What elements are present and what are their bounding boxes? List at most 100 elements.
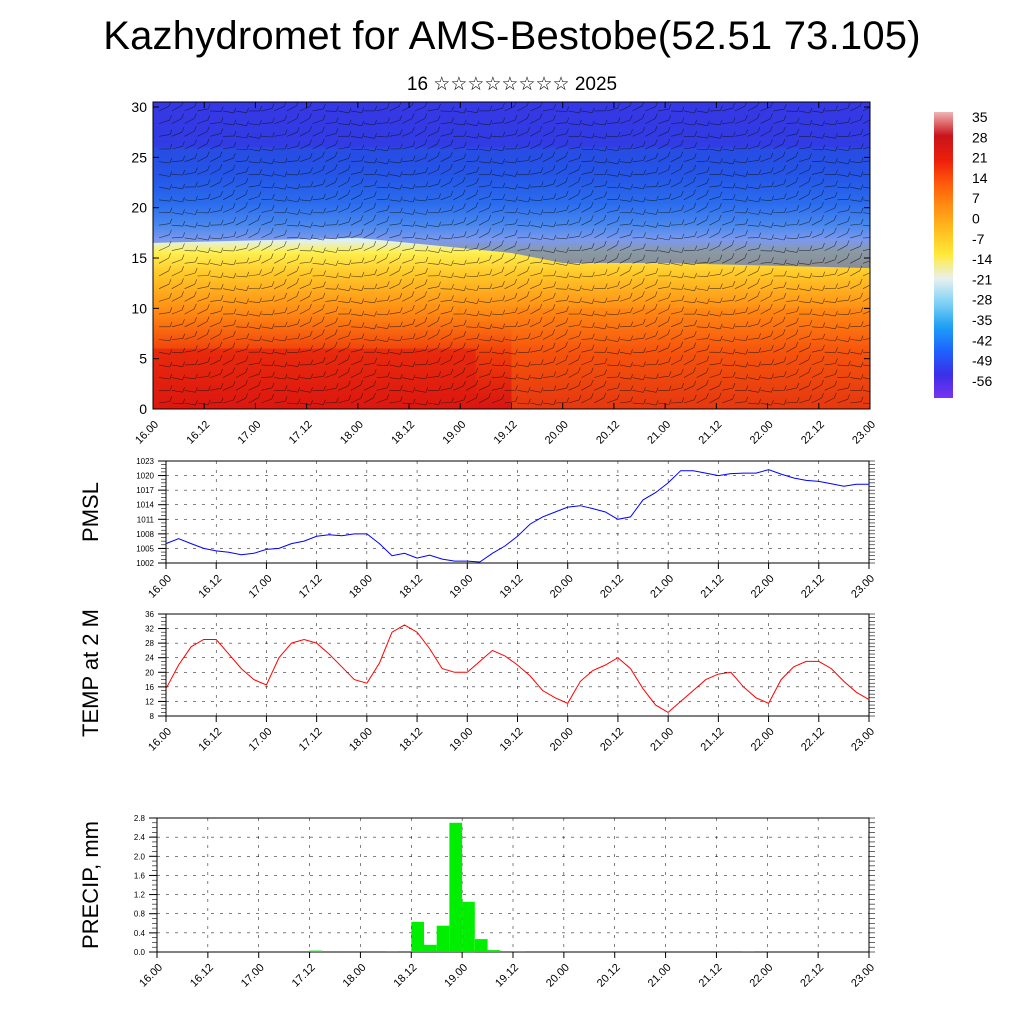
wind-barb-flag	[310, 256, 313, 263]
wind-barb-flag	[258, 227, 261, 233]
wind-barb	[286, 351, 299, 354]
wind-barb-flag	[400, 157, 403, 164]
wind-barb-flag	[207, 165, 210, 171]
wind-barb	[811, 360, 823, 366]
wind-barb	[261, 198, 273, 201]
wind-barb-flag	[489, 157, 493, 164]
wind-barb	[158, 283, 170, 289]
wind-barb-flag	[630, 157, 633, 163]
wind-barb-flag	[195, 167, 198, 173]
wind-barb-flag	[502, 182, 506, 189]
wind-barb	[338, 263, 350, 266]
colorbar-label: -35	[972, 312, 992, 328]
wind-barb	[658, 347, 669, 353]
wind-barb-flag	[425, 267, 428, 274]
wind-barb	[760, 130, 771, 137]
y-tick-label: 24	[145, 654, 154, 663]
wind-barb	[158, 119, 170, 124]
wind-barb	[235, 275, 247, 278]
wind-barb-flag	[297, 254, 300, 260]
wind-barb-flag	[169, 218, 173, 224]
wind-barb	[235, 397, 246, 404]
wind-barb-flag	[169, 292, 172, 299]
wind-barb-flag	[361, 322, 365, 328]
wind-barb-flag	[771, 209, 774, 215]
wind-barb	[184, 212, 196, 215]
wind-barb-flag	[310, 209, 313, 215]
wind-barb	[222, 385, 234, 391]
wind-barb-flag	[643, 333, 646, 339]
wind-barb	[606, 339, 618, 342]
wind-barb-flag	[847, 382, 851, 389]
wind-barb-flag	[732, 280, 736, 287]
y-tick-label: 0.0	[134, 948, 146, 957]
wind-barb-flag	[450, 341, 453, 348]
wind-barb	[798, 301, 810, 304]
wind-barb-flag	[835, 283, 838, 289]
wind-barb-flag	[386, 266, 390, 273]
wind-barb-flag	[489, 119, 493, 126]
wind-barb-flag	[348, 272, 352, 279]
x-tick-label: 17.12	[287, 419, 315, 447]
wind-barb-flag	[796, 260, 800, 266]
precip-bar	[474, 939, 488, 952]
wind-barb	[261, 232, 272, 239]
wind-barb	[670, 300, 683, 302]
wind-barb-flag	[668, 164, 671, 171]
wind-barb	[824, 207, 835, 213]
wind-barb	[734, 246, 746, 251]
wind-barb-flag	[540, 181, 544, 187]
wind-barb-flag	[732, 394, 735, 400]
wind-barb	[773, 224, 785, 227]
wind-barb	[594, 363, 606, 366]
wind-barb	[850, 401, 862, 404]
wind-barb-flag	[579, 107, 582, 114]
wind-barb-flag	[424, 139, 428, 145]
wind-barb-flag	[207, 234, 211, 241]
wind-barb-flag	[220, 233, 224, 240]
wind-barb-flag	[566, 284, 570, 290]
wind-barb	[427, 402, 439, 405]
x-tick-label: 20.00	[544, 962, 572, 990]
wind-barb	[184, 390, 196, 393]
wind-barb	[811, 326, 823, 328]
wind-barb-flag	[272, 131, 275, 138]
wind-barb-flag	[206, 316, 210, 322]
wind-barb-flag	[412, 304, 415, 311]
wind-barb-flag	[579, 297, 582, 303]
wind-barb-flag	[643, 183, 646, 189]
wind-barb-flag	[796, 190, 799, 197]
wind-barb-flag	[783, 178, 787, 185]
wind-barb-flag	[655, 209, 659, 215]
wind-barb-flag	[437, 151, 440, 157]
wind-barb-flag	[757, 254, 761, 260]
wind-barb	[478, 313, 490, 317]
wind-barb	[862, 272, 870, 277]
wind-barb-flag	[335, 205, 339, 211]
wind-barb-flag	[334, 151, 338, 157]
wind-barb-flag	[681, 306, 684, 312]
wind-barb-flag	[667, 316, 671, 322]
wind-barb-flag	[540, 279, 543, 285]
wind-barb-flag	[822, 242, 825, 249]
wind-barb	[555, 250, 567, 253]
wind-barb	[338, 347, 349, 353]
wind-barb	[760, 402, 772, 406]
wind-barb-flag	[603, 380, 607, 386]
wind-barb	[312, 224, 324, 228]
wind-barb-flag	[424, 291, 427, 297]
wind-barb	[427, 321, 438, 328]
wind-barb	[632, 296, 643, 302]
wind-barb-flag	[297, 155, 301, 161]
wind-barb	[376, 148, 388, 152]
wind-barb-flag	[169, 229, 172, 235]
wind-barb-flag	[630, 396, 633, 402]
wind-barb-flag	[758, 169, 762, 175]
wind-barb-flag	[808, 342, 812, 348]
wind-barb-flag	[348, 153, 351, 159]
wind-barb-flag	[617, 360, 621, 366]
wind-barb	[619, 377, 631, 380]
wind-barb	[338, 123, 350, 126]
wind-barb-flag	[796, 128, 800, 134]
wind-barb	[542, 250, 554, 253]
